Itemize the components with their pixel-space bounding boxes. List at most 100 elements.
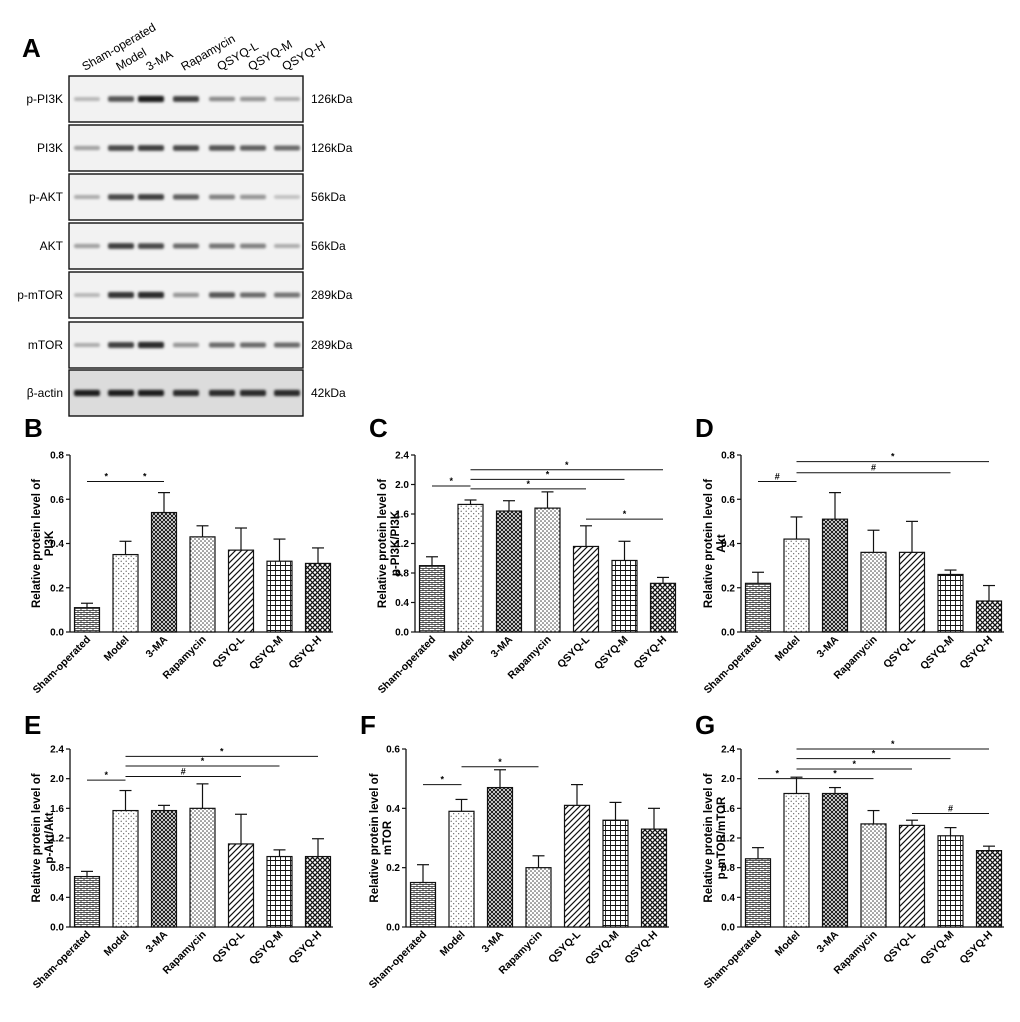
- bar: [112, 553, 139, 633]
- protein-band: [240, 243, 266, 249]
- significance-mark: #: [775, 472, 780, 482]
- y-tick-label: 0.8: [721, 451, 735, 462]
- y-axis-label: Relative protein level ofp-mTOR/mTOR: [703, 773, 728, 902]
- bar: [649, 582, 677, 633]
- x-category-label: QSYQ-M: [583, 928, 622, 967]
- bar: [266, 855, 293, 928]
- protein-band: [209, 243, 235, 249]
- panel-label-E: E: [24, 710, 41, 740]
- y-tick-label: 0.0: [50, 923, 64, 934]
- significance-mark: *: [449, 476, 453, 486]
- protein-band: [108, 342, 134, 348]
- x-category-label: 3-MA: [143, 928, 170, 955]
- protein-label: p-mTOR: [17, 288, 63, 302]
- protein-band: [138, 341, 164, 349]
- y-tick-label: 0.4: [395, 598, 409, 609]
- y-axis-label-line: Relative protein level of: [703, 479, 715, 608]
- bar: [150, 809, 178, 928]
- y-axis-label-line: Relative protein level of: [31, 479, 43, 608]
- protein-band: [138, 95, 164, 103]
- bar: [860, 551, 887, 633]
- protein-band: [209, 342, 235, 348]
- significance-mark: *: [526, 479, 530, 489]
- protein-band: [274, 292, 300, 298]
- bar: [448, 810, 475, 928]
- chart-panel-F: F 0.0 0.2 0.4 0.6 Relative protein level ofmT…: [360, 710, 669, 991]
- x-category-label: Sham-operated: [702, 634, 765, 697]
- significance-mark: *: [220, 746, 224, 756]
- bar: [611, 559, 638, 633]
- y-tick-label: 0.8: [721, 863, 735, 874]
- y-tick-label: 0.0: [50, 628, 64, 639]
- x-category-label: Model: [773, 929, 803, 959]
- y-axis-label: Relative protein level ofAkt: [703, 479, 728, 608]
- protein-band: [274, 96, 300, 102]
- significance-mark: #: [948, 804, 953, 814]
- x-category-label: Sham-operated: [31, 929, 94, 992]
- significance-mark: *: [852, 759, 856, 769]
- bar: [73, 607, 101, 633]
- y-tick-label: 0.0: [386, 923, 400, 934]
- x-category-label: 3-MA: [488, 633, 515, 660]
- significance-mark: *: [833, 769, 837, 779]
- bar: [150, 511, 178, 633]
- protein-label: AKT: [40, 239, 64, 253]
- y-tick-label: 0.8: [50, 451, 64, 462]
- y-tick-label: 0.0: [721, 923, 735, 934]
- y-tick-label: 0.4: [721, 893, 735, 904]
- y-tick-label: 2.0: [50, 774, 64, 785]
- protein-band: [173, 292, 199, 298]
- protein-label: p-AKT: [29, 190, 64, 204]
- chart-panel-B: B 0.0 0.2 0.4 0.6 0.8 Relative protein level o…: [24, 413, 333, 696]
- bar: [495, 510, 523, 633]
- x-category-label: QSYQ-L: [555, 633, 592, 670]
- x-category-label: Sham-operated: [376, 634, 439, 697]
- x-category-label: Model: [447, 634, 477, 664]
- protein-label: β-actin: [27, 386, 63, 400]
- bar: [534, 507, 561, 633]
- bar: [744, 858, 772, 928]
- bar: [189, 536, 216, 633]
- bar: [602, 819, 629, 928]
- y-tick-label: 0.2: [721, 583, 735, 594]
- molecular-weight-label: 56kDa: [311, 190, 346, 204]
- panel-label-A: A: [22, 33, 41, 63]
- protein-band: [74, 243, 100, 249]
- bar: [975, 600, 1003, 633]
- x-category-label: QSYQ-L: [881, 633, 918, 670]
- bar: [227, 549, 255, 633]
- x-category-label: QSYQ-H: [286, 634, 324, 672]
- molecular-weight-label: 56kDa: [311, 239, 346, 253]
- protein-band: [138, 291, 164, 299]
- protein-band: [209, 145, 235, 151]
- protein-band: [173, 243, 199, 249]
- molecular-weight-label: 126kDa: [311, 92, 353, 106]
- protein-band: [138, 389, 164, 397]
- x-category-label: Sham-operated: [31, 634, 94, 697]
- bar: [783, 538, 810, 633]
- protein-band: [138, 243, 164, 249]
- y-axis-label-line: p-mTOR/mTOR: [716, 796, 728, 879]
- x-category-label: QSYQ-M: [592, 633, 631, 672]
- x-category-label: 3-MA: [479, 928, 506, 955]
- significance-mark: #: [871, 463, 876, 473]
- x-category-label: QSYQ-M: [247, 633, 286, 672]
- protein-band: [274, 389, 300, 397]
- protein-label: p-PI3K: [26, 92, 63, 106]
- bar: [189, 807, 216, 928]
- bar: [937, 835, 964, 928]
- protein-band: [108, 96, 134, 102]
- significance-mark: *: [440, 775, 444, 785]
- significance-mark: *: [104, 472, 108, 482]
- protein-band: [209, 96, 235, 102]
- protein-band: [74, 145, 100, 151]
- y-axis-label-line: Akt: [716, 534, 728, 553]
- significance-mark: #: [181, 766, 186, 776]
- y-tick-label: 0.0: [721, 628, 735, 639]
- bar: [418, 565, 446, 633]
- x-category-label: Model: [773, 634, 803, 664]
- significance-mark: *: [891, 739, 895, 749]
